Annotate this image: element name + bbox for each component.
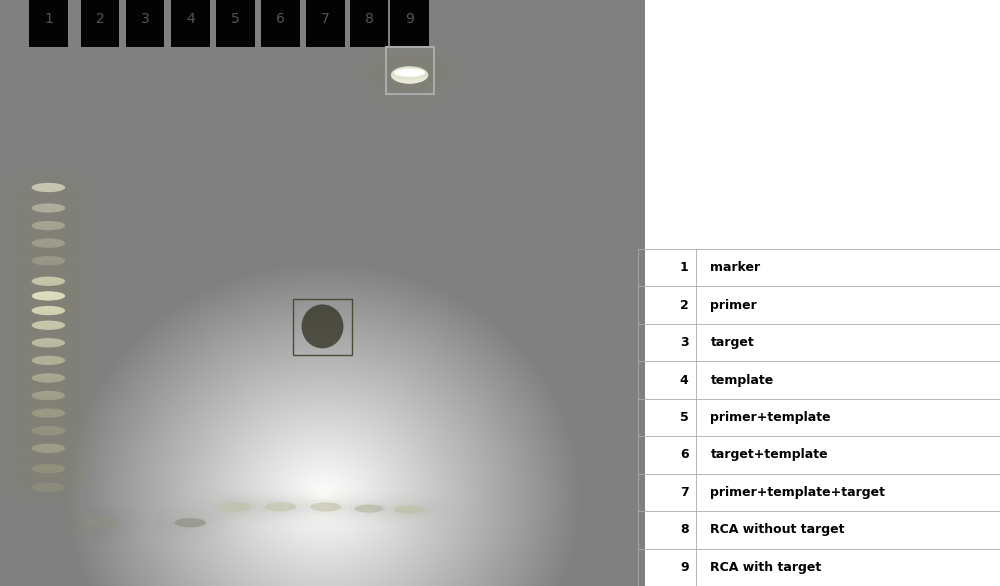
- Text: 7: 7: [321, 12, 330, 26]
- Ellipse shape: [32, 183, 65, 192]
- Ellipse shape: [32, 221, 65, 230]
- Text: template: template: [710, 374, 774, 387]
- Ellipse shape: [32, 373, 65, 383]
- Text: RCA without target: RCA without target: [710, 523, 845, 536]
- Ellipse shape: [32, 239, 65, 248]
- Ellipse shape: [32, 356, 65, 365]
- Ellipse shape: [310, 502, 341, 512]
- Bar: [390, 0, 429, 47]
- Bar: [261, 0, 300, 47]
- Text: 3: 3: [141, 12, 150, 26]
- Bar: [350, 0, 388, 47]
- Ellipse shape: [32, 321, 65, 330]
- Ellipse shape: [32, 391, 65, 400]
- Ellipse shape: [32, 256, 65, 265]
- Ellipse shape: [32, 338, 65, 347]
- Text: 8: 8: [680, 523, 689, 536]
- Bar: [126, 0, 164, 47]
- Text: primer+template: primer+template: [710, 411, 831, 424]
- Ellipse shape: [32, 291, 65, 301]
- Text: 3: 3: [680, 336, 689, 349]
- Ellipse shape: [32, 483, 65, 492]
- Bar: [386, 47, 434, 94]
- Ellipse shape: [32, 277, 65, 286]
- Bar: [306, 0, 345, 47]
- Text: 5: 5: [680, 411, 689, 424]
- Text: 6: 6: [276, 12, 285, 26]
- Ellipse shape: [32, 408, 65, 418]
- Ellipse shape: [26, 303, 71, 318]
- Text: primer: primer: [710, 299, 757, 312]
- Ellipse shape: [391, 66, 428, 84]
- Ellipse shape: [32, 444, 65, 453]
- Ellipse shape: [220, 502, 251, 512]
- Text: target: target: [710, 336, 754, 349]
- Ellipse shape: [84, 518, 115, 527]
- Ellipse shape: [32, 464, 65, 473]
- Text: 8: 8: [365, 12, 373, 26]
- Text: primer+template+target: primer+template+target: [710, 486, 885, 499]
- Ellipse shape: [389, 66, 430, 79]
- Text: 4: 4: [186, 12, 195, 26]
- Text: 6: 6: [680, 448, 689, 461]
- Ellipse shape: [265, 502, 296, 512]
- Text: 5: 5: [231, 12, 240, 26]
- Ellipse shape: [175, 518, 206, 527]
- Text: 1: 1: [44, 12, 53, 26]
- Ellipse shape: [302, 304, 343, 348]
- Bar: [171, 0, 210, 47]
- Ellipse shape: [394, 506, 425, 514]
- Bar: [293, 299, 352, 355]
- Bar: [81, 0, 119, 47]
- Text: target+template: target+template: [710, 448, 828, 461]
- Ellipse shape: [32, 426, 65, 435]
- Bar: [29, 0, 68, 47]
- Ellipse shape: [384, 61, 435, 89]
- Ellipse shape: [32, 203, 65, 213]
- Ellipse shape: [394, 69, 425, 77]
- Text: 2: 2: [680, 299, 689, 312]
- Text: 2: 2: [96, 12, 104, 26]
- Text: RCA with target: RCA with target: [710, 561, 822, 574]
- Text: 9: 9: [680, 561, 689, 574]
- Ellipse shape: [32, 306, 65, 315]
- Text: 1: 1: [680, 261, 689, 274]
- Bar: [216, 0, 255, 47]
- Ellipse shape: [26, 288, 71, 304]
- Text: marker: marker: [710, 261, 761, 274]
- Ellipse shape: [354, 505, 383, 513]
- Text: 7: 7: [680, 486, 689, 499]
- Text: 9: 9: [405, 12, 414, 26]
- Text: 4: 4: [680, 374, 689, 387]
